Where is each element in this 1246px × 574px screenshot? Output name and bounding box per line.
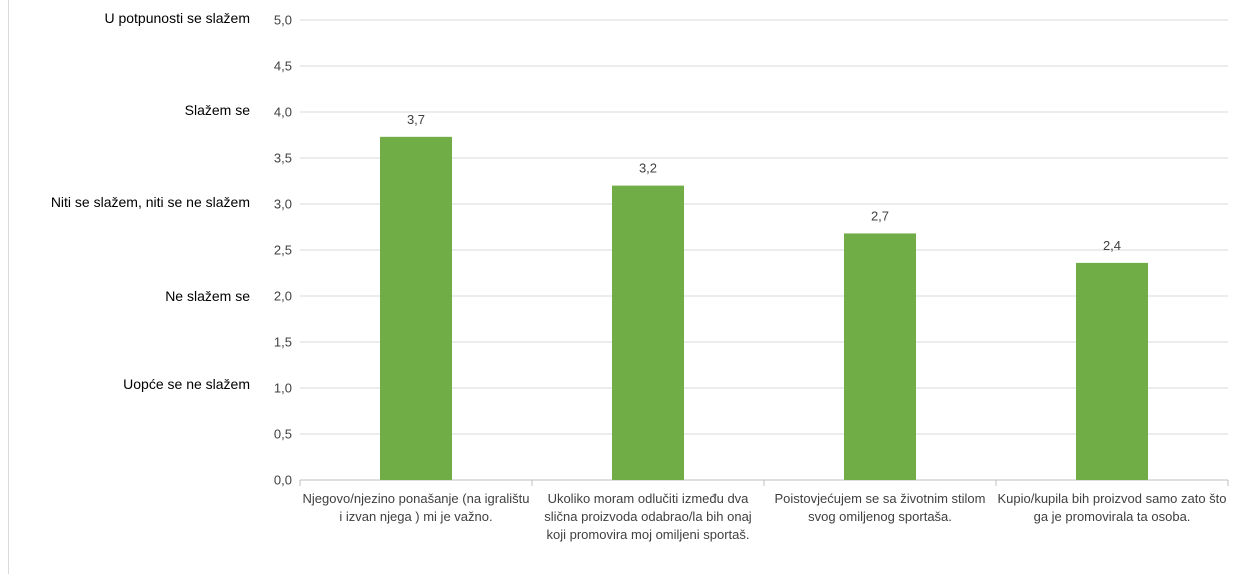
category-label: Kupio/kupila bih proizvod samo zato što … (997, 491, 1227, 524)
category-label: Poistovjećujem se sa životnim stilom svo… (774, 491, 986, 524)
scale-label: Slažem se (184, 102, 250, 118)
scale-label: Uopće se ne slažem (123, 376, 250, 392)
y-tick-label: 0,5 (273, 426, 292, 442)
y-tick-label: 4,0 (273, 104, 292, 120)
bar (844, 233, 916, 480)
scale-label: Niti se slažem, niti se ne slažem (50, 194, 250, 210)
y-tick-label: 2,0 (273, 288, 292, 304)
data-label: 2,7 (871, 208, 889, 223)
y-tick-label: 4,5 (273, 58, 292, 74)
y-tick-label: 2,5 (273, 242, 292, 258)
scale-label: Ne slažem se (165, 288, 250, 304)
bar (612, 185, 684, 480)
y-tick-label: 5,0 (273, 12, 292, 28)
left-border (8, 0, 9, 574)
bar (1076, 262, 1148, 480)
y-tick-label: 1,0 (273, 380, 292, 396)
data-label: 3,7 (407, 112, 425, 127)
bar (380, 136, 452, 480)
category-label: Ukoliko moram odlučiti između dva slična… (544, 491, 752, 542)
y-tick-label: 3,5 (273, 150, 292, 166)
scale-label: U potpunosti se slažem (104, 10, 250, 26)
y-tick-label: 3,0 (273, 196, 292, 212)
data-label: 3,2 (639, 161, 657, 176)
y-tick-label: 1,5 (273, 334, 292, 350)
y-tick-label: 0,0 (273, 472, 292, 488)
data-label: 2,4 (1103, 238, 1121, 253)
category-label: Njegovo/njezino ponašanje (na igralištu … (302, 491, 530, 524)
